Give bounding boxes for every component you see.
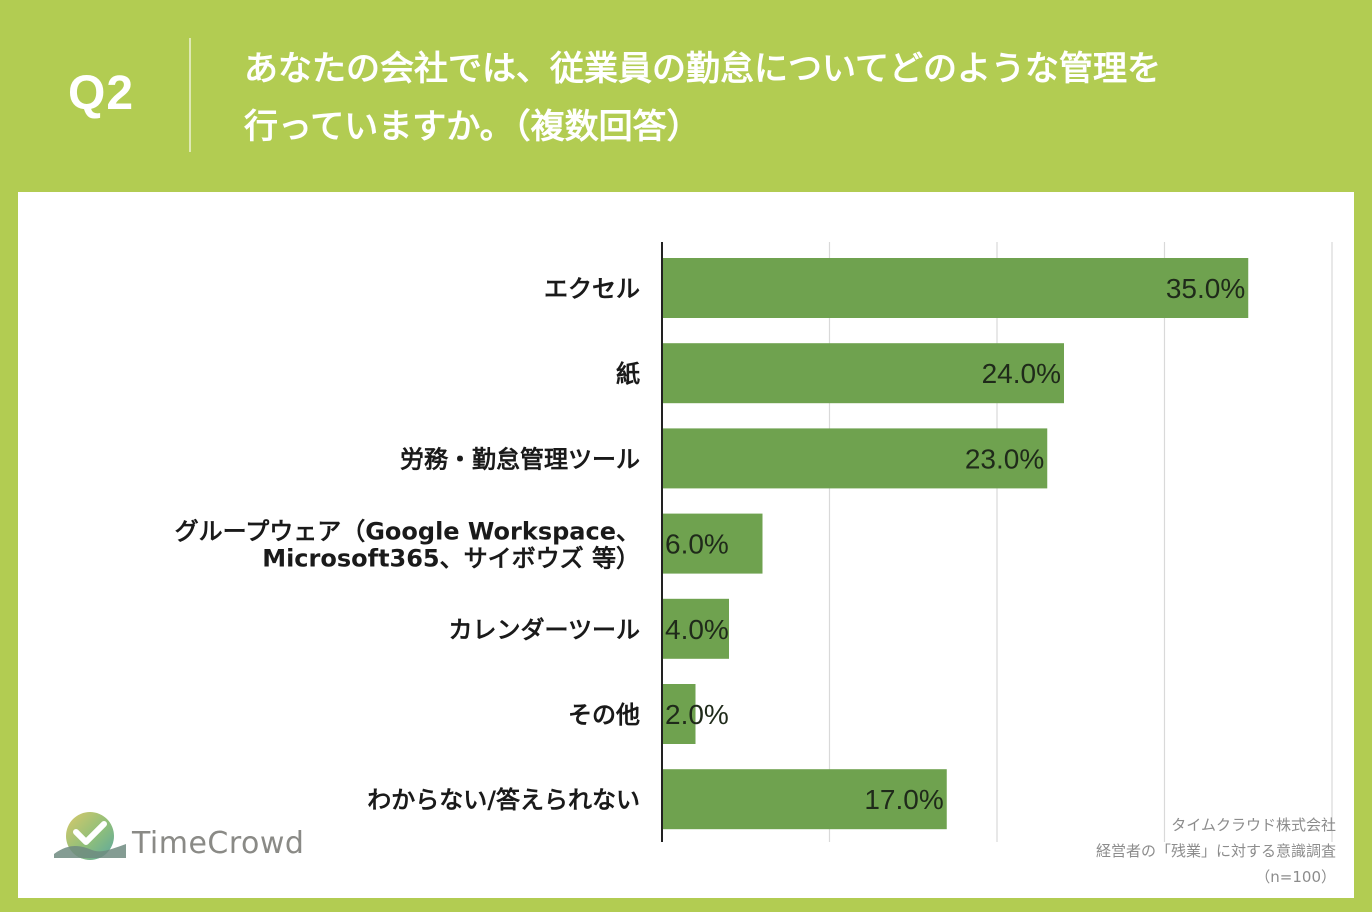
category-label-4: カレンダーツール bbox=[448, 616, 640, 644]
source-sample-size: （n=100） bbox=[1255, 868, 1336, 886]
category-label-5: その他 bbox=[568, 701, 640, 729]
bar-6 bbox=[662, 769, 947, 830]
value-label-1: 24.0% bbox=[982, 358, 1061, 389]
category-label-6: わからない/答えられない bbox=[367, 786, 640, 814]
value-label-5: 2.0% bbox=[665, 699, 729, 730]
bar-1 bbox=[662, 343, 1064, 404]
bar-chart: 35.0% エクセル 24.0% 紙 23.0% 労務・勤怠管理ツール 6.0% グループウェ… bbox=[175, 242, 1333, 842]
source-survey: 経営者の「残業」に対する意識調査 bbox=[1095, 842, 1336, 860]
value-label-0: 35.0% bbox=[1166, 273, 1245, 304]
bar-5 bbox=[662, 684, 696, 744]
logo-wordmark: TimeCrowd bbox=[132, 826, 305, 861]
source-note: タイムクラウド株式会社 経営者の「残業」に対する意識調査 （n=100） bbox=[1096, 812, 1336, 890]
source-company: タイムクラウド株式会社 bbox=[1171, 816, 1336, 834]
value-label-6: 17.0% bbox=[864, 784, 943, 815]
header-divider bbox=[189, 38, 191, 152]
category-label-1: 紙 bbox=[616, 360, 640, 388]
timecrowd-logo-icon bbox=[54, 812, 126, 860]
category-label-3-line-1: Microsoft365、サイボウズ 等） bbox=[262, 545, 640, 573]
category-label-3-line-0: グループウェア（Google Workspace、 bbox=[175, 518, 640, 546]
bar-0 bbox=[662, 258, 1249, 318]
category-label-2: 労務・勤怠管理ツール bbox=[400, 445, 640, 473]
question-number: Q2 bbox=[68, 67, 135, 120]
bar-3 bbox=[662, 513, 763, 574]
value-label-2: 23.0% bbox=[965, 443, 1044, 474]
bar-2 bbox=[662, 428, 1048, 489]
value-label-4: 4.0% bbox=[665, 614, 729, 645]
value-label-3: 6.0% bbox=[665, 529, 729, 560]
question-text: あなたの会社では、従業員の勤怠についてどのような管理を 行っていますか。（複数回… bbox=[244, 40, 1344, 156]
question-line-1: あなたの会社では、従業員の勤怠についてどのような管理を bbox=[244, 49, 1161, 89]
question-line-2: 行っていますか。（複数回答） bbox=[244, 107, 701, 147]
category-label-0: エクセル bbox=[544, 275, 640, 303]
chart-panel: 35.0% エクセル 24.0% 紙 23.0% 労務・勤怠管理ツール 6.0% グループウェ… bbox=[18, 192, 1354, 898]
bar-4 bbox=[662, 598, 729, 659]
